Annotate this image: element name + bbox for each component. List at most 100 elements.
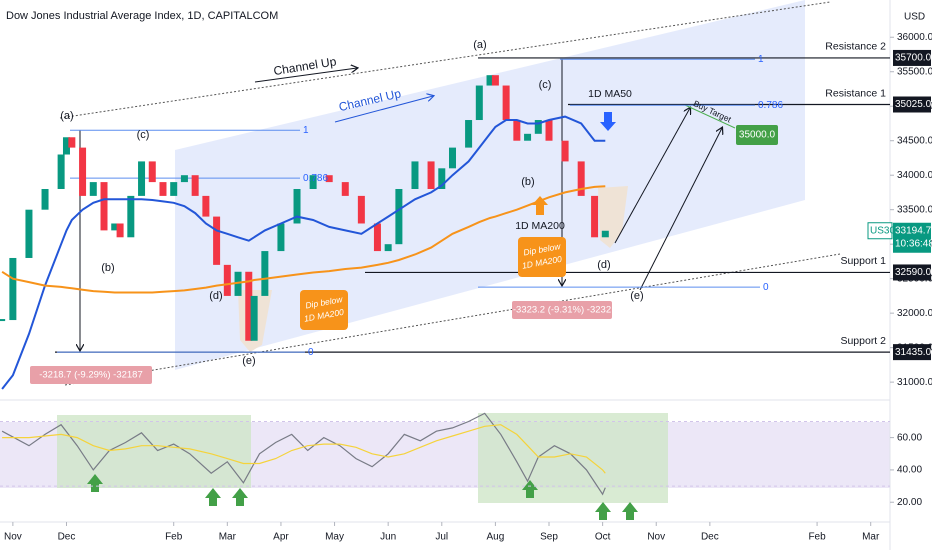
candle	[524, 133, 532, 141]
candle	[427, 161, 435, 189]
measure-box	[512, 301, 612, 319]
candle	[373, 223, 381, 252]
wave-label: (c)	[539, 79, 552, 91]
candle	[41, 188, 49, 210]
up-arrow	[232, 488, 248, 506]
wave-label: (b)	[521, 176, 534, 188]
candle	[475, 85, 483, 121]
series-line	[1, 115, 606, 390]
candle	[545, 120, 553, 141]
wave-label: (d)	[209, 290, 222, 302]
x-tick-label: Oct	[595, 532, 611, 543]
price-tag-label: 35025.0	[895, 99, 932, 110]
up-arrow	[622, 502, 638, 520]
callout-box	[300, 290, 348, 330]
price-tag-label: 32590.0	[895, 267, 932, 278]
fib-label: 0.786	[303, 173, 328, 184]
price-tag	[893, 344, 931, 361]
candle	[111, 223, 119, 231]
price-tag-label: 35700.0	[895, 53, 932, 64]
measure-label: -3323.2 (-9.31%) -3232	[513, 305, 611, 316]
callout-box	[518, 237, 566, 277]
candle	[159, 182, 167, 196]
y-tick-label: 34500.0	[897, 135, 932, 146]
wave-label: (c)	[137, 129, 150, 141]
x-tick-label: Dec	[58, 532, 76, 543]
arrow	[334, 96, 433, 123]
candle	[591, 195, 599, 238]
candle	[491, 75, 499, 86]
candle	[234, 271, 242, 296]
fib-label: 0	[763, 282, 769, 293]
y-tick-label: 20.00	[897, 497, 922, 508]
candle	[601, 230, 609, 238]
channel-bottom-line	[64, 253, 841, 386]
candle	[89, 182, 97, 196]
candle	[341, 182, 349, 196]
candle	[277, 223, 285, 252]
symbol-tag	[867, 222, 893, 240]
price-tag-label: 33194.7	[895, 225, 932, 236]
candle	[357, 195, 365, 224]
candle	[148, 161, 156, 183]
candle	[561, 140, 569, 162]
x-tick-label: May	[325, 532, 344, 543]
y-tick-label: 35500.0	[897, 66, 932, 77]
x-tick-label: Nov	[4, 532, 22, 543]
fib-label: 0.786	[758, 100, 783, 111]
candle	[245, 271, 253, 341]
candle	[449, 147, 457, 169]
candle	[293, 188, 301, 224]
drawings	[80, 59, 736, 520]
candle	[384, 244, 392, 252]
x-tick-label: Nov	[647, 532, 665, 543]
candle	[577, 161, 585, 196]
y-tick-label: 36000.0	[897, 32, 932, 43]
price-tag	[893, 264, 931, 281]
x-tick-label: Jul	[435, 532, 448, 543]
series-line	[1, 185, 606, 294]
candle	[486, 75, 494, 86]
x-tick-label: Aug	[486, 532, 504, 543]
level-name: Resistance 2	[825, 41, 886, 53]
chart-title: Dow Jones Industrial Average Index, 1D, …	[6, 10, 278, 22]
candle	[438, 168, 446, 189]
y-tick-label: 34000.0	[897, 170, 932, 181]
level-name: Support 1	[840, 255, 886, 267]
fib-label: 1	[303, 125, 309, 136]
candle	[261, 251, 269, 296]
candle	[534, 120, 542, 134]
currency: USD	[904, 12, 925, 23]
price-tag	[893, 96, 931, 113]
channel-label: Channel Up	[272, 54, 337, 78]
candle	[202, 195, 210, 217]
candle	[170, 182, 178, 196]
up-arrow	[595, 502, 611, 520]
candle	[180, 175, 188, 183]
y-tick-label: 33500.0	[897, 204, 932, 215]
fib-label: 1	[758, 54, 764, 65]
candle	[395, 188, 403, 245]
series-line	[1, 412, 606, 496]
wave-label: (d)	[597, 259, 610, 271]
x-tick-label: Mar	[219, 532, 237, 543]
candle	[62, 137, 70, 155]
channel-area	[175, 0, 805, 370]
candle	[100, 182, 108, 231]
series-line	[2, 424, 606, 474]
x-tick-label: Apr	[273, 532, 289, 543]
candle	[57, 154, 65, 189]
up-arrow	[205, 488, 221, 506]
x-tick-label: Mar	[862, 532, 880, 543]
target-label: 35000.0	[739, 130, 776, 141]
wave-label: (a)	[473, 39, 486, 51]
countdown: 10:36:48	[895, 238, 932, 249]
candle	[79, 147, 87, 196]
candle	[309, 175, 317, 189]
price-tag	[893, 222, 931, 253]
level-name: Resistance 1	[825, 87, 886, 99]
candle	[325, 175, 333, 183]
